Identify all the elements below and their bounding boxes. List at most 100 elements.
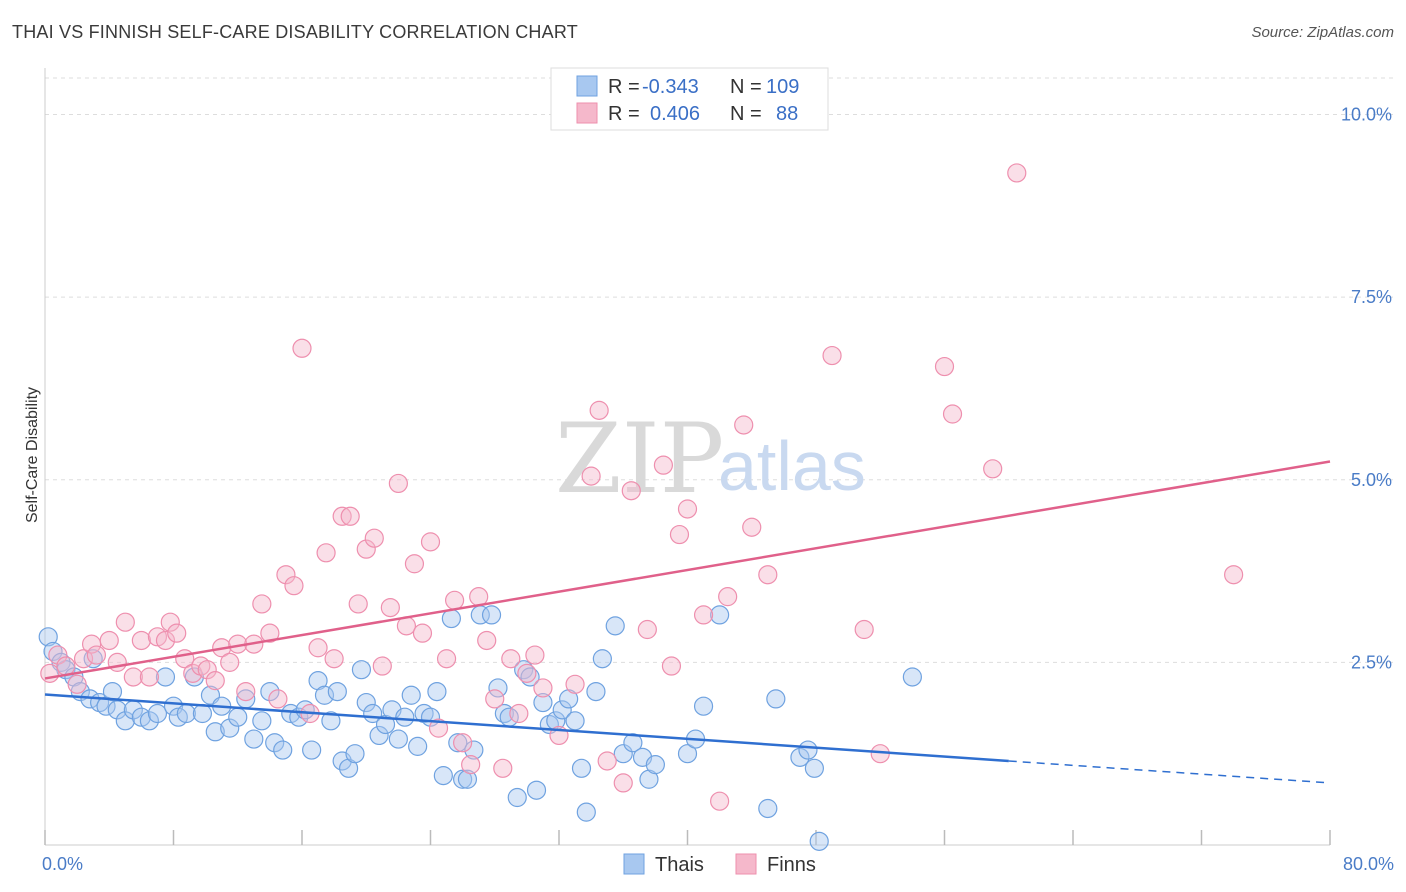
thais-point-72 bbox=[526, 780, 547, 800]
finns-point-23 bbox=[220, 652, 240, 672]
thais-point-94 bbox=[766, 689, 786, 709]
thais-point-29 bbox=[244, 729, 264, 749]
legend-n-label-0: N = bbox=[730, 76, 762, 98]
finns-point-40 bbox=[356, 539, 376, 559]
thais-point-69 bbox=[507, 787, 527, 808]
series-finns bbox=[40, 163, 1244, 811]
thais-point-31 bbox=[260, 681, 280, 702]
thais-point-12 bbox=[115, 711, 135, 731]
legend-n-value-0: 109 bbox=[766, 76, 799, 98]
x-tick-label-1: 80.0% bbox=[1343, 854, 1394, 874]
finns-point-68 bbox=[613, 773, 633, 793]
finns-point-69 bbox=[621, 481, 641, 501]
thais-point-61 bbox=[453, 769, 473, 789]
finns-point-46 bbox=[404, 554, 425, 574]
finns-point-72 bbox=[661, 656, 682, 676]
grid-layer bbox=[45, 77, 1395, 663]
finns-point-71 bbox=[653, 455, 674, 475]
thais-point-84 bbox=[613, 744, 633, 764]
finns-point-14 bbox=[155, 630, 176, 651]
trend-layer bbox=[44, 460, 1331, 784]
thais-point-97 bbox=[804, 758, 824, 778]
finns-point-49 bbox=[428, 718, 449, 738]
thais-point-76 bbox=[552, 700, 572, 720]
thais-point-22 bbox=[192, 703, 213, 724]
finns-point-57 bbox=[493, 758, 513, 778]
bottom-legend-swatch-thais bbox=[623, 853, 645, 875]
finns-point-60 bbox=[517, 663, 537, 683]
finns-point-53 bbox=[461, 755, 481, 775]
finns-point-31 bbox=[284, 576, 304, 596]
finns-point-38 bbox=[340, 506, 360, 526]
finns-point-73 bbox=[669, 524, 690, 545]
thais-point-91 bbox=[693, 696, 714, 716]
thais-point-88 bbox=[645, 755, 665, 775]
axis-layer: 2.5% 5.0% 7.5% 10.0% 0.0% 80.0% bbox=[42, 68, 1394, 874]
thais-point-89 bbox=[677, 744, 698, 764]
thais-point-30 bbox=[252, 711, 272, 731]
thais-point-59 bbox=[441, 608, 461, 629]
thais-point-66 bbox=[488, 678, 508, 698]
thais-point-33 bbox=[273, 740, 293, 760]
thais-point-15 bbox=[139, 711, 160, 731]
y-axis-label: Self-Care Disability bbox=[24, 387, 41, 523]
finns-point-21 bbox=[205, 671, 225, 691]
finns-point-70 bbox=[637, 619, 657, 640]
finns-point-79 bbox=[742, 517, 762, 537]
thais-point-65 bbox=[481, 605, 502, 625]
thais-point-16 bbox=[147, 703, 168, 724]
legend-r-label-1: R = bbox=[608, 103, 640, 125]
thais-point-92 bbox=[710, 605, 730, 625]
finns-point-25 bbox=[236, 681, 256, 702]
thais-point-58 bbox=[433, 766, 453, 786]
thais-point-46 bbox=[356, 692, 376, 713]
thais-point-95 bbox=[790, 747, 810, 767]
finns-point-10 bbox=[123, 667, 143, 687]
finns-point-74 bbox=[677, 499, 698, 519]
finns-point-85 bbox=[942, 404, 963, 424]
bottom-legend-label-thais: Thais bbox=[655, 854, 704, 876]
bottom-legend: Thais Finns bbox=[623, 853, 816, 876]
watermark: ZIP atlas bbox=[555, 403, 866, 515]
finns-point-50 bbox=[436, 649, 457, 669]
finns-point-75 bbox=[693, 605, 714, 625]
finns-point-7 bbox=[99, 630, 119, 651]
legend-r-value-0: -0.343 bbox=[642, 76, 699, 98]
thais-point-70 bbox=[514, 660, 534, 680]
thais-point-93 bbox=[758, 798, 778, 819]
finns-point-20 bbox=[197, 660, 217, 680]
finns-point-87 bbox=[1007, 163, 1027, 183]
thais-point-54 bbox=[408, 736, 428, 756]
thais-point-37 bbox=[302, 740, 322, 760]
finns-point-37 bbox=[332, 506, 352, 526]
chart-source: Source: ZipAtlas.com bbox=[1251, 24, 1394, 41]
thais-point-99 bbox=[902, 667, 922, 687]
thais-point-57 bbox=[427, 681, 447, 702]
thais-point-45 bbox=[351, 660, 372, 680]
finns-point-78 bbox=[734, 415, 754, 435]
thais-point-51 bbox=[388, 729, 408, 749]
finns-point-18 bbox=[183, 663, 203, 683]
thais-point-40 bbox=[321, 711, 341, 731]
finns-point-19 bbox=[191, 656, 211, 676]
thais-point-27 bbox=[228, 707, 248, 727]
legend-r-value-1: 0.406 bbox=[650, 103, 700, 125]
finns-point-36 bbox=[324, 649, 344, 669]
thais-point-0 bbox=[38, 627, 58, 647]
finns-point-1 bbox=[48, 645, 68, 665]
thais-point-85 bbox=[623, 733, 643, 753]
finns-point-59 bbox=[509, 703, 529, 724]
thais-point-26 bbox=[220, 718, 240, 738]
finns-point-16 bbox=[167, 623, 187, 643]
finns-point-86 bbox=[983, 459, 1003, 479]
finns-point-64 bbox=[565, 674, 585, 694]
thais-trend-extension bbox=[1008, 760, 1331, 784]
finns-trend-line bbox=[44, 460, 1331, 680]
thais-point-83 bbox=[605, 616, 625, 636]
finns-point-43 bbox=[380, 597, 400, 618]
legend-r-label-0: R = bbox=[608, 76, 640, 98]
thais-point-10 bbox=[102, 681, 123, 702]
thais-point-96 bbox=[798, 740, 818, 760]
watermark-zip: ZIP bbox=[555, 403, 724, 515]
bottom-legend-label-finns: Finns bbox=[767, 854, 816, 876]
